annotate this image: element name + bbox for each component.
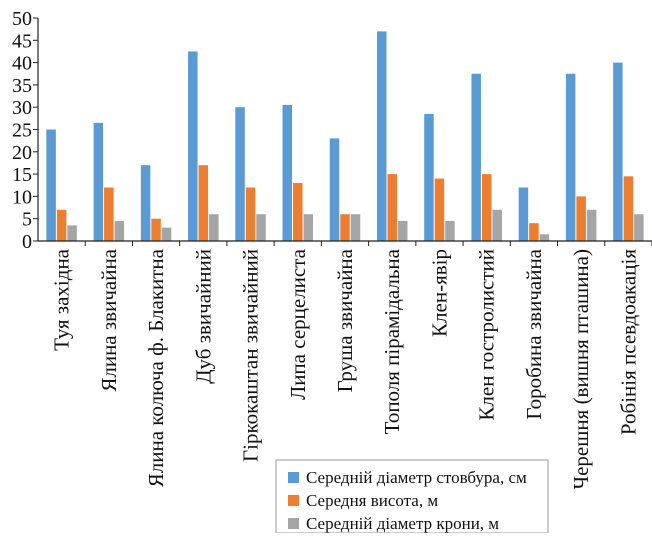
y-tick-label: 35 (12, 75, 32, 97)
x-tick-label: Горобина звичайна (522, 248, 546, 419)
legend-swatch (288, 472, 299, 483)
bar-series-1-4 (188, 51, 198, 242)
bar-series-3-5 (256, 214, 266, 241)
bar-series-3-3 (161, 227, 172, 241)
bar-series-2-5 (245, 187, 256, 241)
y-tick-label: 20 (12, 142, 32, 164)
bar-series-1-5 (235, 107, 245, 241)
legend-box (275, 459, 549, 534)
bar-series-3-12 (586, 209, 597, 241)
x-tick-label: Гіркокаштан звичайний (239, 249, 263, 462)
bar-series-3-10 (492, 209, 502, 241)
x-tick-label: Черешня (вишня пташина) (569, 249, 593, 490)
bar-series-1-1 (46, 129, 56, 241)
y-tick-label: 5 (22, 209, 32, 231)
x-tick-label: Груша звичайна (333, 248, 357, 392)
x-tick-label: Ялина звичайна (97, 248, 121, 391)
x-tick-label: Липа серцелиста (286, 248, 310, 400)
bar-series-3-9 (445, 220, 455, 241)
bar-series-2-7 (340, 214, 350, 241)
bar-series-3-8 (397, 220, 408, 241)
bar-series-1-10 (471, 73, 481, 241)
bar-series-1-6 (282, 104, 293, 241)
bar-series-3-6 (303, 214, 314, 241)
x-tick-label: Дуб звичайний (191, 249, 215, 384)
bar-series-2-4 (198, 165, 209, 241)
bar-series-1-9 (424, 113, 434, 241)
y-tick-label: 10 (12, 186, 32, 208)
bar-series-3-11 (539, 234, 550, 241)
legend: Середній діаметр стовбура, см Середня вис… (275, 459, 549, 534)
legend-swatch (288, 518, 299, 529)
y-tick-label: 45 (12, 30, 32, 52)
x-tick-label: Клен гостролистий (475, 249, 499, 421)
x-tick-label: Ялина колюча ф. Блакитна (144, 248, 168, 487)
y-tick-label: 25 (12, 120, 32, 142)
bar-series-2-10 (481, 174, 492, 241)
bars (46, 31, 644, 242)
legend-label: Середній діаметр крони, м (306, 514, 499, 533)
bar-series-1-8 (376, 31, 387, 241)
legend-label: Середня висота, м (306, 491, 438, 510)
y-tick-label: 0 (22, 231, 32, 253)
bar-series-3-1 (67, 225, 77, 241)
y-tick-label: 15 (12, 164, 32, 186)
bar-series-2-3 (151, 218, 161, 241)
x-tick-label: Клен-явір (427, 249, 451, 337)
bar-series-2-8 (387, 174, 397, 241)
bar-series-3-4 (209, 214, 219, 241)
bar-series-1-11 (518, 187, 529, 241)
bar-series-1-3 (140, 165, 151, 241)
bar-series-2-9 (434, 178, 445, 241)
bar-series-2-11 (529, 223, 539, 241)
bar-series-3-2 (114, 220, 125, 241)
y-tick-label: 50 (12, 8, 32, 30)
y-tick-label: 40 (12, 53, 32, 75)
bar-series-2-6 (293, 183, 303, 241)
bar-series-1-7 (329, 138, 340, 241)
bar-series-3-7 (350, 214, 361, 241)
x-tick-label: Туя західна (50, 248, 74, 351)
bar-series-1-13 (613, 62, 623, 241)
bar-series-2-2 (104, 187, 114, 241)
bar-series-2-13 (623, 176, 634, 241)
legend-swatch (288, 495, 299, 506)
bar-series-2-1 (56, 209, 67, 241)
y-tick-label: 30 (12, 97, 32, 119)
bar-series-3-13 (634, 214, 644, 241)
bar-series-1-12 (565, 73, 576, 241)
x-tick-label: Робінія псевдоакація (616, 249, 640, 435)
x-axis: Туя західна Ялина звичайна Ялина колюча ф.… (38, 240, 652, 490)
x-tick-label: Тополя пірамідальна (380, 248, 404, 434)
bar-series-1-2 (93, 122, 104, 241)
legend-label: Середній діаметр стовбура, см (306, 468, 527, 487)
bar-series-2-12 (576, 196, 586, 241)
